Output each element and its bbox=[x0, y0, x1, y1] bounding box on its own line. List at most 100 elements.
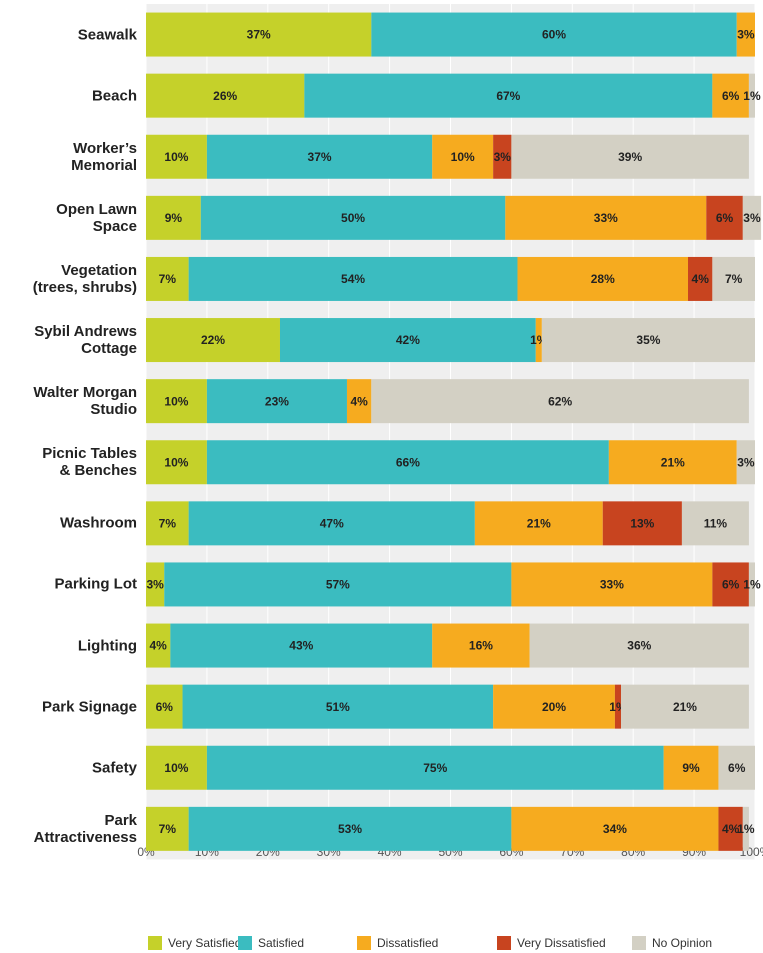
bar-segment bbox=[279, 318, 536, 363]
bar-segment bbox=[621, 684, 749, 729]
bar-segment bbox=[474, 501, 603, 546]
data-label: 3% bbox=[737, 28, 755, 42]
legend-label: Very Satisfied bbox=[168, 936, 241, 950]
data-label: 36% bbox=[627, 639, 651, 653]
bar-segment bbox=[346, 379, 372, 424]
bar-segment bbox=[614, 684, 622, 729]
bar-segment bbox=[200, 195, 506, 240]
bar-segment bbox=[146, 256, 189, 301]
data-label: 35% bbox=[636, 333, 660, 347]
data-label: 26% bbox=[213, 89, 237, 103]
data-label: 13% bbox=[630, 517, 654, 531]
category-label: Worker’s Memorial bbox=[71, 139, 137, 174]
bar-segment bbox=[736, 440, 755, 485]
bar-segment bbox=[712, 256, 755, 301]
legend-swatch bbox=[357, 936, 371, 950]
bar-segment bbox=[681, 501, 749, 546]
data-label: 9% bbox=[682, 761, 700, 775]
bar-segment bbox=[146, 684, 183, 729]
data-label: 22% bbox=[201, 333, 225, 347]
bar-segment bbox=[146, 623, 171, 668]
bar-segment bbox=[146, 806, 189, 851]
bar-segment bbox=[718, 806, 743, 851]
bar-segment bbox=[182, 684, 494, 729]
category-label: Safety bbox=[91, 759, 137, 777]
data-label: 3% bbox=[494, 150, 512, 164]
data-label: 7% bbox=[159, 517, 177, 531]
legend-swatch bbox=[497, 936, 511, 950]
data-label: 37% bbox=[247, 28, 271, 42]
bar-segment bbox=[712, 562, 749, 607]
bar-segment bbox=[663, 745, 719, 790]
data-label: 7% bbox=[725, 272, 743, 286]
bar-segment bbox=[164, 562, 512, 607]
data-label: 6% bbox=[156, 700, 174, 714]
bar-segment bbox=[304, 73, 713, 118]
bar-segment bbox=[371, 12, 737, 57]
legend-label: Very Dissatisfied bbox=[517, 936, 606, 950]
bar-segment bbox=[517, 256, 689, 301]
data-label: 50% bbox=[341, 211, 365, 225]
data-label: 47% bbox=[320, 517, 344, 531]
category-label: Vegetation (trees, shrubs) bbox=[32, 261, 137, 296]
data-label: 33% bbox=[600, 578, 624, 592]
data-label: 34% bbox=[603, 822, 627, 836]
data-label: 6% bbox=[728, 761, 746, 775]
data-label: 1% bbox=[737, 822, 755, 836]
category-label: Parking Lot bbox=[54, 575, 137, 593]
bar-segment bbox=[505, 195, 707, 240]
data-label: 4% bbox=[150, 639, 168, 653]
bar-segment bbox=[511, 806, 719, 851]
bar-segment bbox=[188, 256, 518, 301]
data-label: 23% bbox=[265, 394, 289, 408]
category-label: Park Attractiveness bbox=[33, 811, 137, 846]
bar-segment bbox=[511, 562, 713, 607]
data-label: 10% bbox=[451, 150, 475, 164]
data-label: 21% bbox=[527, 517, 551, 531]
bar-segment bbox=[748, 562, 755, 607]
bar-segment bbox=[706, 195, 743, 240]
data-label: 1% bbox=[743, 89, 761, 103]
data-label: 43% bbox=[289, 639, 313, 653]
data-label: 28% bbox=[591, 272, 615, 286]
bar-segment bbox=[748, 73, 755, 118]
bar-segment bbox=[146, 745, 207, 790]
category-label: Sybil Andrews Cottage bbox=[34, 323, 137, 358]
bar-segment bbox=[718, 745, 755, 790]
data-label: 6% bbox=[716, 211, 734, 225]
bar-segment bbox=[146, 440, 207, 485]
data-label: 39% bbox=[618, 150, 642, 164]
category-label: Picnic Tables & Benches bbox=[42, 445, 137, 480]
data-label: 6% bbox=[722, 578, 740, 592]
bar-segment bbox=[493, 134, 512, 179]
bar-segment bbox=[371, 379, 749, 424]
data-label: 7% bbox=[159, 272, 177, 286]
data-label: 51% bbox=[326, 700, 350, 714]
data-label: 10% bbox=[164, 394, 188, 408]
bar-segment bbox=[146, 73, 305, 118]
category-label: Park Signage bbox=[41, 698, 137, 716]
data-label: 21% bbox=[673, 700, 697, 714]
category-label: Lighting bbox=[77, 637, 137, 655]
bar-segment bbox=[206, 440, 609, 485]
legend-label: Dissatisfied bbox=[377, 936, 438, 950]
bar-segment bbox=[146, 195, 201, 240]
bar-segment bbox=[535, 318, 542, 363]
bar-segment bbox=[206, 745, 664, 790]
data-label: 57% bbox=[326, 578, 350, 592]
bar-segment bbox=[541, 318, 755, 363]
bar-segment bbox=[742, 806, 749, 851]
category-label: Open Lawn Space bbox=[56, 200, 137, 235]
category-label: Beach bbox=[91, 87, 137, 105]
data-label: 10% bbox=[164, 150, 188, 164]
bar-segment bbox=[608, 440, 737, 485]
bar-segment bbox=[146, 501, 189, 546]
bar-segment bbox=[602, 501, 682, 546]
bar-segment bbox=[712, 73, 749, 118]
data-label: 10% bbox=[164, 455, 188, 469]
bar-segment bbox=[146, 134, 207, 179]
data-label: 6% bbox=[722, 89, 740, 103]
category-label: Washroom bbox=[60, 514, 137, 532]
